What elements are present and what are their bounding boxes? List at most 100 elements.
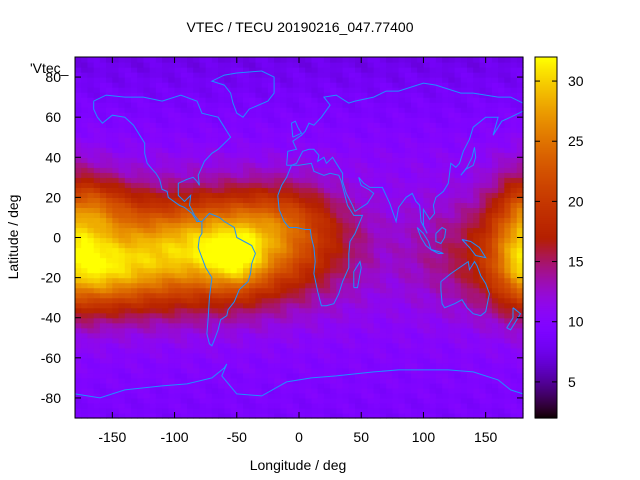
heatmap-cell [460,242,468,249]
heatmap-cell [442,182,449,188]
heatmap-cell [75,317,82,324]
heatmap-cell [174,367,182,374]
heatmap-cell [274,227,281,234]
heatmap-cell [373,207,381,214]
heatmap-cell [491,277,499,284]
heatmap-cell [224,382,232,389]
heatmap-cell [143,197,151,203]
heatmap-cell [479,67,487,73]
heatmap-cell [205,62,213,68]
heatmap-cell [398,57,406,63]
heatmap-cell [498,167,505,173]
heatmap-cell [392,152,400,158]
heatmap-cell [149,397,157,404]
heatmap-cell [99,137,107,143]
heatmap-cell [286,107,294,113]
heatmap-cell [361,222,369,229]
heatmap-cell [311,412,319,419]
heatmap-cell [118,177,126,183]
heatmap-cell [143,57,151,63]
heatmap-cell [224,127,232,133]
heatmap-cell [361,307,369,314]
heatmap-cell [87,117,95,123]
heatmap-cell [299,292,306,299]
heatmap-cell [224,67,232,73]
heatmap-cell [124,247,132,254]
heatmap-cell [211,297,219,304]
heatmap-cell [404,222,412,229]
heatmap-cell [305,112,313,118]
heatmap-cell [305,312,313,319]
heatmap-cell [261,72,269,78]
heatmap-cell [106,187,113,193]
heatmap-cell [423,132,431,138]
heatmap-cell [373,342,381,349]
heatmap-cell [205,342,213,349]
heatmap-cell [442,287,449,294]
heatmap-cell [448,307,456,314]
heatmap-cell [442,322,449,329]
heatmap-cell [199,132,207,138]
heatmap-cell [75,292,82,299]
heatmap-cell [187,337,194,344]
heatmap-cell [317,397,325,404]
heatmap-cell [168,227,176,234]
heatmap-cell [143,207,151,214]
heatmap-cell [261,272,269,279]
heatmap-cell [143,167,151,173]
heatmap-cell [230,172,238,178]
heatmap-cell [255,302,263,309]
heatmap-cell [187,352,194,359]
heatmap-cell [504,362,512,369]
heatmap-cell [373,327,381,334]
heatmap-cell [423,152,431,158]
heatmap-cell [355,192,362,198]
heatmap-cell [168,202,176,209]
heatmap-cell [454,97,462,103]
heatmap-cell [361,377,369,384]
heatmap-cell [230,392,238,399]
heatmap-cell [286,87,294,93]
heatmap-cell [155,162,163,168]
heatmap-cell [435,222,443,229]
heatmap-cell [75,387,82,394]
heatmap-cell [485,287,493,294]
heatmap-cell [286,372,294,379]
heatmap-cell [411,92,418,98]
heatmap-cell [392,142,400,148]
heatmap-cell [211,327,219,334]
heatmap-cell [75,222,82,229]
heatmap-cell [267,137,275,143]
heatmap-cell [143,187,151,193]
heatmap-cell [429,62,437,68]
heatmap-cell [261,327,269,334]
heatmap-cell [392,272,400,279]
heatmap-cell [323,337,331,344]
heatmap-cell [75,92,82,98]
heatmap-cell [261,177,269,183]
heatmap-cell [342,167,350,173]
heatmap-cell [137,377,145,384]
heatmap-cell [467,127,474,133]
heatmap-cell [162,282,169,289]
heatmap-cell [131,107,138,113]
heatmap-cell [286,152,294,158]
heatmap-cell [137,252,145,259]
heatmap-cell [255,77,263,83]
heatmap-cell [87,327,95,334]
heatmap-cell [429,377,437,384]
heatmap-cell [205,242,213,249]
heatmap-cell [460,142,468,148]
heatmap-cell [280,157,288,163]
heatmap-cell [342,102,350,108]
heatmap-cell [299,252,306,259]
heatmap-cell [355,217,362,224]
heatmap-cell [112,192,120,198]
heatmap-cell [373,407,381,414]
heatmap-cell [124,387,132,394]
heatmap-cell [249,382,257,389]
heatmap-cell [87,237,95,244]
heatmap-cell [460,217,468,224]
heatmap-cell [323,62,331,68]
heatmap-cell [491,372,499,379]
